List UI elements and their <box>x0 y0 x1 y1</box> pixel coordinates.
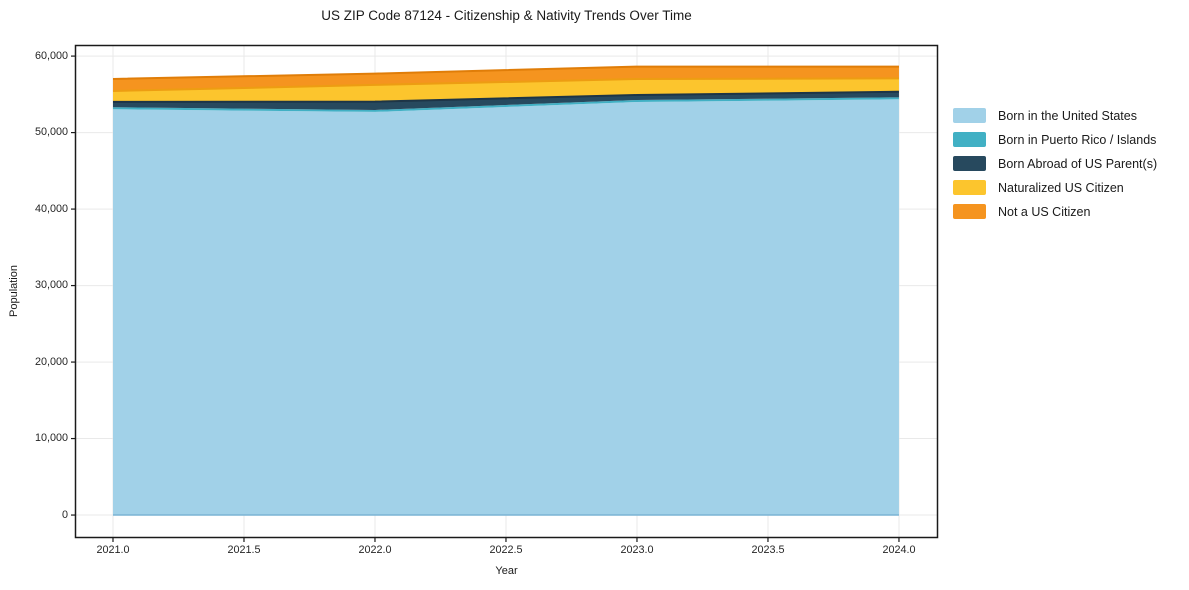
y-tick-label: 60,000 <box>34 49 68 62</box>
plot-frame <box>74 44 939 539</box>
y-tick-label: 40,000 <box>34 202 68 215</box>
x-tick-label: 2021.5 <box>227 544 261 556</box>
legend-label: Naturalized US Citizen <box>998 180 1124 195</box>
legend-item: Born in the United States <box>953 108 1157 123</box>
legend-label: Born in the United States <box>998 108 1137 123</box>
legend: Born in the United States Born in Puerto … <box>953 108 1157 228</box>
y-tick-label: 10,000 <box>34 432 68 445</box>
legend-label: Born Abroad of US Parent(s) <box>998 156 1158 171</box>
y-tick-label: 50,000 <box>34 126 68 139</box>
legend-label: Not a US Citizen <box>998 204 1091 219</box>
area-edge-naturalized-us-citizen <box>112 77 899 92</box>
area-edge-born-abroad-of-us-parent-s- <box>112 90 899 103</box>
legend-swatch <box>953 180 986 195</box>
legend-swatch <box>953 204 986 219</box>
area-edge-not-a-us-citizen <box>112 65 899 80</box>
x-tick-label: 2023.5 <box>751 544 785 556</box>
x-tick-label: 2022.0 <box>358 544 392 556</box>
area-band-not-a-us-citizen <box>112 66 899 91</box>
x-tick-label: 2021.0 <box>96 544 130 556</box>
y-tick-label: 30,000 <box>34 279 68 292</box>
y-tick-label: 0 <box>61 508 68 521</box>
legend-item: Naturalized US Citizen <box>953 180 1157 195</box>
x-axis-label: Year <box>495 565 518 577</box>
y-tick-label: 20,000 <box>34 355 68 368</box>
legend-swatch <box>953 132 986 147</box>
x-tick-label: 2023.0 <box>620 544 654 556</box>
legend-label: Born in Puerto Rico / Islands <box>998 132 1157 147</box>
area-band-born-in-puerto-rico-islands <box>112 97 899 112</box>
legend-item: Not a US Citizen <box>953 204 1157 219</box>
legend-swatch <box>953 108 986 123</box>
area-band-born-in-the-united-states <box>112 99 899 516</box>
legend-item: Born Abroad of US Parent(s) <box>953 156 1157 171</box>
area-band-born-abroad-of-us-parent-s- <box>112 91 899 110</box>
area-band-naturalized-us-citizen <box>112 78 899 102</box>
x-tick-label: 2022.5 <box>489 544 523 556</box>
legend-item: Born in Puerto Rico / Islands <box>953 132 1157 147</box>
chart-title: US ZIP Code 87124 - Citizenship & Nativi… <box>321 8 692 23</box>
legend-swatch <box>953 156 986 171</box>
x-tick-label: 2024.0 <box>882 544 916 556</box>
